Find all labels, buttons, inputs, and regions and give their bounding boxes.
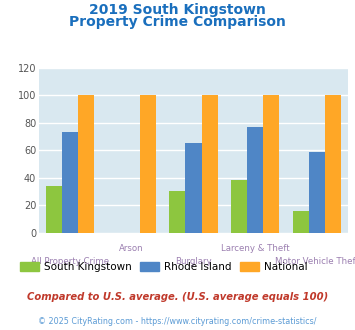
Bar	[247, 127, 263, 233]
Bar	[263, 95, 279, 233]
Bar	[169, 191, 185, 233]
Bar	[231, 181, 247, 233]
Bar	[202, 95, 218, 233]
Text: Property Crime Comparison: Property Crime Comparison	[69, 15, 286, 29]
Bar	[78, 95, 94, 233]
Bar	[309, 151, 325, 233]
Text: Motor Vehicle Theft: Motor Vehicle Theft	[275, 257, 355, 266]
Text: © 2025 CityRating.com - https://www.cityrating.com/crime-statistics/: © 2025 CityRating.com - https://www.city…	[38, 317, 317, 326]
Text: 2019 South Kingstown: 2019 South Kingstown	[89, 3, 266, 17]
Text: Burglary: Burglary	[175, 257, 212, 266]
Legend: South Kingstown, Rhode Island, National: South Kingstown, Rhode Island, National	[16, 258, 312, 276]
Bar	[185, 143, 202, 233]
Bar	[140, 95, 156, 233]
Text: Arson: Arson	[119, 244, 144, 253]
Bar	[325, 95, 341, 233]
Bar	[46, 186, 62, 233]
Text: Compared to U.S. average. (U.S. average equals 100): Compared to U.S. average. (U.S. average …	[27, 292, 328, 302]
Text: Larceny & Theft: Larceny & Theft	[221, 244, 290, 253]
Bar	[62, 132, 78, 233]
Bar	[293, 211, 309, 233]
Text: All Property Crime: All Property Crime	[31, 257, 109, 266]
